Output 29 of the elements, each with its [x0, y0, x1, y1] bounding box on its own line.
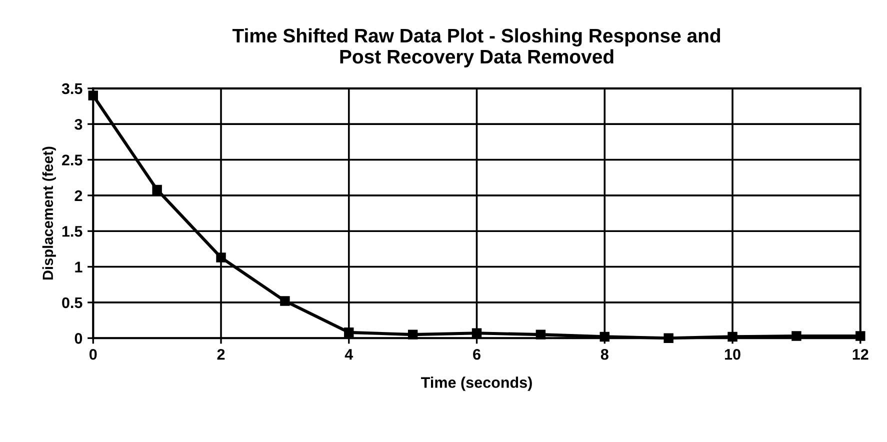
y-tick-label: 3	[74, 118, 82, 130]
chart-title: Time Shifted Raw Data Plot - Sloshing Response and Post Recovery Data Removed	[232, 28, 720, 68]
point	[152, 184, 162, 195]
point	[856, 331, 866, 341]
x-tick-label: 2	[217, 348, 225, 360]
y-tick-label: 0	[74, 333, 82, 344]
x-tick-label: 10	[724, 348, 740, 360]
point	[472, 328, 482, 338]
point	[408, 330, 418, 340]
x-tick-label: 12	[852, 348, 868, 360]
y-tick-label: 2	[74, 190, 82, 201]
x-tick-label: 8	[600, 348, 608, 360]
point	[216, 252, 226, 262]
y-tick-label: 1	[75, 262, 82, 272]
point	[792, 331, 802, 341]
point	[88, 90, 98, 100]
x-axis-title: Time (seconds)	[421, 376, 532, 391]
y-tick-label: 3.5	[62, 83, 82, 94]
y-tick-label: 0.5	[62, 297, 82, 308]
x-tick-label: 6	[473, 348, 480, 360]
x-tick-label: 4	[344, 349, 354, 360]
x-tick-label: 0	[89, 348, 97, 360]
point	[536, 330, 546, 340]
point	[344, 328, 354, 338]
y-axis-title: Displacement (feet)	[42, 146, 56, 280]
point	[664, 333, 674, 343]
y-tick-label: 1.5	[62, 226, 82, 237]
y-tick-label: 2.5	[62, 154, 82, 166]
point	[280, 296, 290, 306]
